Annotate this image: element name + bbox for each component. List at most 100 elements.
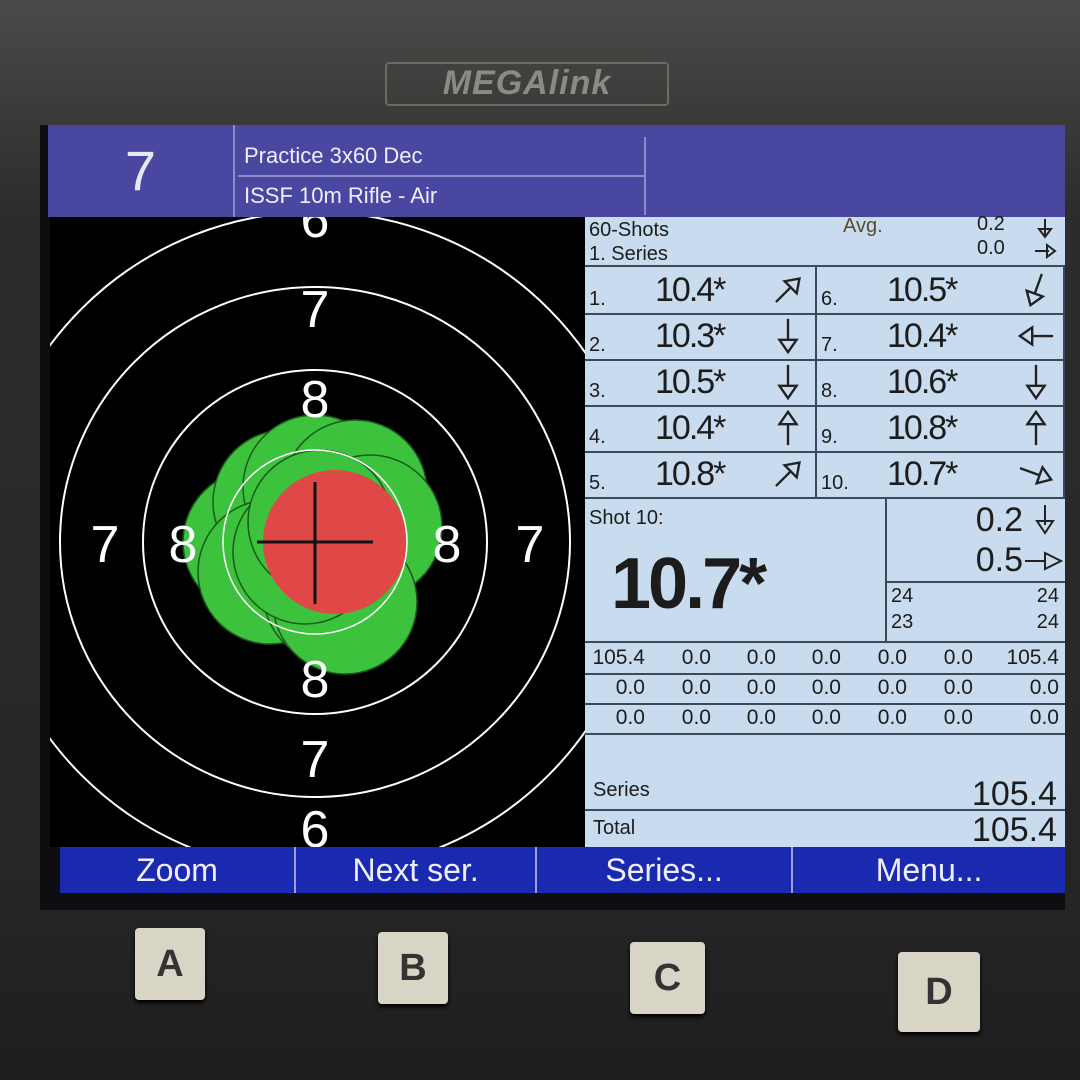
shot-score: 10.4* [887,317,958,355]
ring-label: 6 [301,801,330,847]
series-grid-cell: 0.0 [615,676,645,699]
shot-number: 6. [821,288,838,310]
shot-number: 2. [589,334,606,356]
ring-label: 7 [301,731,330,789]
series-grid-cell: 0.0 [746,676,776,699]
shot-score: 10.5* [887,271,958,309]
last-shot-box: Shot 10: 10.7* 0.2 0.5 24 24 23 24 [585,499,1065,643]
series-grid-cell: 0.0 [615,706,645,729]
shot-cell: 10. 10.7* [817,451,1065,499]
ring-9 [222,449,408,635]
series-grid-cell: 0.0 [811,646,841,669]
results-panel: 60-Shots 1. Series Avg. 0.2 0.0 1. 10.4*… [585,213,1065,850]
series-grid-cell: 0.0 [681,706,711,729]
series-grid-cell: 0.0 [943,676,973,699]
shot-cell: 7. 10.4* [817,313,1065,361]
ring-label: 7 [301,281,330,339]
last-shot-score: 10.7* [611,544,767,624]
series-total-label: Series [593,779,650,801]
shot-score: 10.8* [887,409,958,447]
softkey-bar: Zoom Next ser. Series... Menu... [60,847,1065,893]
shot-score: 10.5* [655,363,726,401]
last-shot-offsets: 0.2 0.5 24 24 23 24 [885,499,1065,641]
shooter-number: 7 [48,125,235,217]
count-a: 24 [891,585,914,607]
count-c: 23 [891,611,914,633]
shot-direction-arrow-icon [775,461,801,487]
total-row: Total 105.4 [585,811,1065,849]
next-series-softkey[interactable]: Next ser. [296,847,538,893]
shot-direction-arrow-icon [1025,364,1047,401]
series-grid-row: 105.4 0.0 0.0 0.0 0.0 0.0 105.4 [585,643,1065,675]
shot-score: 10.3* [655,317,726,355]
series-grid-cell: 0.0 [746,646,776,669]
series-grid-cell: 0.0 [746,706,776,729]
brand-logo: MEGAlink [385,62,669,106]
shot-direction-arrow-icon [1017,325,1054,347]
shot-number: 5. [589,472,606,494]
series-grid-cell: 0.0 [943,706,973,729]
series-grid-cell: 0.0 [943,646,973,669]
total-value: 105.4 [971,811,1057,849]
hardware-button-d[interactable]: D [898,952,980,1032]
shot-cell: 9. 10.8* [817,405,1065,453]
count-d: 24 [1036,611,1059,633]
series-grid-row: 0.0 0.0 0.0 0.0 0.0 0.0 0.0 [585,703,1065,735]
shot-cell: 5. 10.8* [585,451,817,499]
shot-number: 10. [821,472,849,494]
last-shot-label: Shot 10: [589,507,664,529]
shot-number: 4. [589,426,606,448]
shot-score: 10.7* [887,455,958,493]
shot-direction-arrow-icon [1019,464,1054,486]
shot-direction-arrow-icon [777,364,799,401]
last-shot-horizontal: 0.5 [975,541,1023,579]
zoom-softkey[interactable]: Zoom [60,847,297,893]
shot-cell: 2. 10.3* [585,313,817,361]
series-grid-cell: 0.0 [811,706,841,729]
shot-direction-arrow-icon [777,318,799,355]
discipline-name: ISSF 10m Rifle - Air [238,177,646,215]
screen: 7 Practice 3x60 Dec ISSF 10m Rifle - Air… [40,125,1065,910]
ring-label: 8 [433,516,462,574]
shot-direction-arrow-icon [777,409,799,446]
series-grid-cell: 0.0 [811,676,841,699]
shot-cell: 1. 10.4* [585,267,817,315]
series-total-value: 105.4 [971,775,1057,813]
program-name: Practice 3x60 Dec [238,137,646,177]
series-grid-cell: 0.0 [877,706,907,729]
series-grid-cell: 105.4 [592,646,645,669]
series-label: 1. Series [589,243,668,265]
shot-score: 10.4* [655,271,726,309]
shot-score: 10.6* [887,363,958,401]
series-grid-cell: 105.4 [1006,646,1059,669]
hardware-button-b[interactable]: B [378,932,448,1004]
hardware-button-c[interactable]: C [630,942,705,1014]
shot-direction-arrow-icon [1025,409,1047,446]
series-grid-cell: 0.0 [1029,676,1059,699]
avg-arrows-icon [1035,219,1057,259]
hardware-button-a[interactable]: A [135,928,205,1000]
ring-label: 7 [516,516,545,574]
series-grid-cell: 0.0 [681,676,711,699]
offset-arrows-icon [1025,505,1064,571]
series-softkey[interactable]: Series... [537,847,794,893]
ring-label: 6 [301,217,330,249]
ring-label: 7 [91,516,120,574]
series-grid-cell: 0.0 [1029,706,1059,729]
summary-header: 60-Shots 1. Series Avg. 0.2 0.0 [585,213,1065,267]
series-grid-row: 0.0 0.0 0.0 0.0 0.0 0.0 0.0 [585,673,1065,705]
avg-label: Avg. [843,215,883,237]
total-label: Total [593,817,636,839]
ring-7 [59,286,571,798]
header-bar: 7 Practice 3x60 Dec ISSF 10m Rifle - Air [48,125,1065,217]
shot-number: 8. [821,380,838,402]
menu-softkey[interactable]: Menu... [875,852,983,888]
count-box: 24 24 23 24 [887,581,1065,633]
shot-number: 3. [589,380,606,402]
last-shot-vertical: 0.2 [975,501,1023,539]
series-grid-cell: 0.0 [877,646,907,669]
shot-cell: 6. 10.5* [817,267,1065,315]
series-total-row: Series 105.4 [585,773,1065,813]
